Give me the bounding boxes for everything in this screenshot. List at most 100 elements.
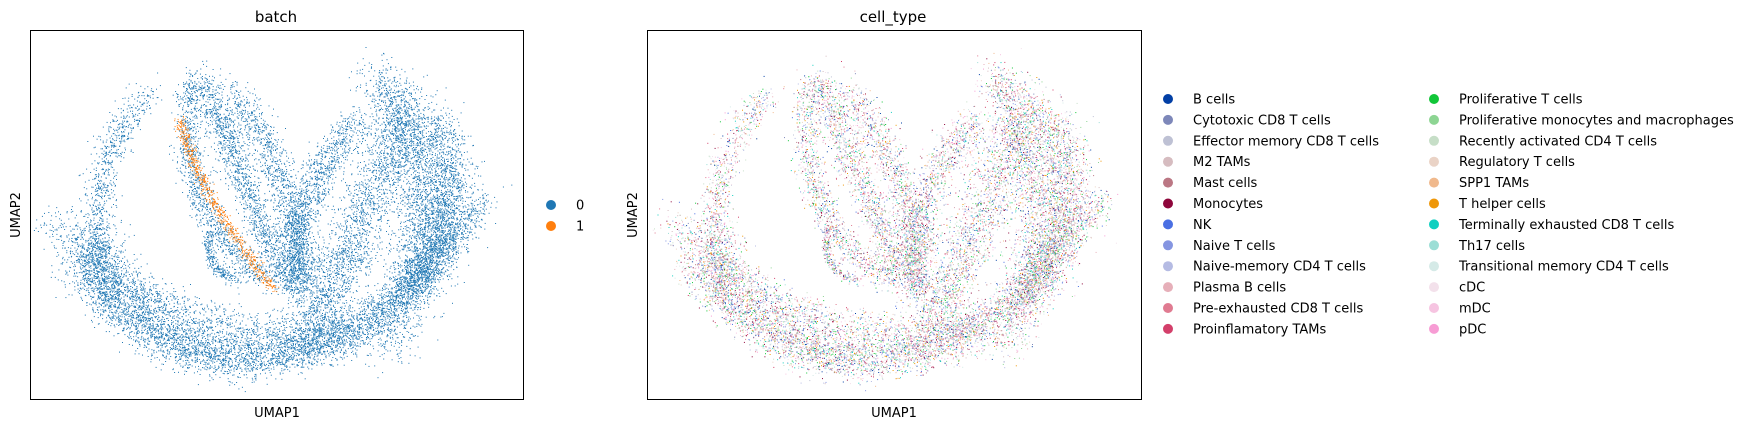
- scatter-point: [137, 259, 138, 260]
- scatter-point: [92, 278, 93, 279]
- scatter-point: [109, 151, 110, 152]
- scatter-point: [138, 120, 139, 121]
- scatter-point: [201, 304, 202, 305]
- scatter-point: [131, 303, 132, 304]
- scatter-point: [110, 264, 111, 265]
- scatter-point: [157, 347, 158, 348]
- scatter-point: [100, 228, 101, 229]
- scatter-point: [159, 329, 160, 330]
- scatter-point: [159, 321, 160, 322]
- scatter-point: [156, 342, 157, 343]
- scatter-point: [72, 206, 73, 207]
- scatter-point: [81, 232, 82, 233]
- scatter-point: [222, 331, 223, 332]
- scatter-point: [72, 295, 73, 296]
- scatter-point: [131, 138, 132, 139]
- scatter-point: [103, 173, 104, 174]
- scatter-point: [141, 321, 142, 322]
- scatter-point: [125, 287, 126, 288]
- scatter-point: [156, 310, 157, 311]
- scatter-point: [162, 347, 163, 348]
- scatter-point: [102, 198, 103, 199]
- scatter-point: [146, 326, 147, 327]
- scatter-point: [194, 343, 195, 344]
- scatter-point: [184, 350, 185, 351]
- scatter-point: [109, 268, 110, 269]
- scatter-point: [101, 249, 102, 250]
- scatter-point: [116, 274, 117, 275]
- scatter-point: [109, 215, 110, 216]
- scatter-point: [215, 337, 216, 338]
- scatter-point: [108, 129, 109, 130]
- scatter-point: [239, 360, 240, 361]
- scatter-point: [90, 220, 91, 221]
- scatter-point: [157, 298, 158, 299]
- scatter-point: [94, 147, 95, 148]
- scatter-point: [195, 355, 196, 356]
- scatter-point: [116, 250, 117, 251]
- scatter-point: [138, 273, 139, 274]
- scatter-point: [93, 220, 94, 221]
- scatter-point: [225, 350, 226, 351]
- scatter-point: [151, 90, 152, 91]
- scatter-point: [104, 288, 105, 289]
- scatter-point: [102, 227, 103, 228]
- scatter-point: [152, 328, 153, 329]
- scatter-point: [128, 278, 129, 279]
- scatter-point: [164, 357, 165, 358]
- scatter-point: [99, 262, 100, 263]
- scatter-point: [97, 227, 98, 228]
- scatter-point: [105, 244, 106, 245]
- scatter-point: [193, 345, 194, 346]
- scatter-point: [144, 110, 145, 111]
- scatter-point: [223, 345, 224, 346]
- scatter-point: [142, 312, 143, 313]
- scatter-point: [141, 288, 142, 289]
- scatter-point: [138, 123, 139, 124]
- scatter-point: [121, 283, 122, 284]
- scatter-point: [129, 305, 130, 306]
- scatter-point: [222, 333, 223, 334]
- scatter-point: [88, 276, 89, 277]
- scatter-point: [94, 259, 95, 260]
- scatter-point: [133, 152, 134, 153]
- scatter-point: [110, 126, 111, 127]
- scatter-point: [83, 216, 84, 217]
- scatter-point: [111, 167, 112, 168]
- scatter-point: [131, 325, 132, 326]
- scatter-point: [209, 360, 210, 361]
- scatter-point: [115, 316, 116, 317]
- scatter-point: [83, 173, 84, 174]
- scatter-point: [161, 329, 162, 330]
- scatter-point: [151, 306, 152, 307]
- scatter-point: [74, 264, 75, 265]
- scatter-point: [103, 242, 104, 243]
- scatter-point: [148, 315, 149, 316]
- scatter-point: [196, 360, 197, 361]
- scatter-point: [189, 345, 190, 346]
- scatter-point: [242, 334, 243, 335]
- scatter-point: [104, 292, 105, 293]
- scatter-point: [245, 343, 246, 344]
- scatter-point: [110, 180, 111, 181]
- scatter-point: [154, 336, 155, 337]
- scatter-point: [203, 356, 204, 357]
- scatter-point: [104, 250, 105, 251]
- scatter-point: [128, 266, 129, 267]
- scatter-point: [238, 388, 239, 389]
- scatter-point: [129, 84, 130, 85]
- scatter-point: [92, 307, 93, 308]
- scatter-point: [106, 281, 107, 282]
- scatter-point: [189, 338, 190, 339]
- scatter-point: [242, 349, 243, 350]
- scatter-point: [124, 234, 125, 235]
- scatter-point: [108, 126, 109, 127]
- scatter-point: [94, 234, 95, 235]
- scatter-point: [212, 327, 213, 328]
- scatter-point: [224, 371, 225, 372]
- scatter-point: [202, 323, 203, 324]
- scatter-point: [210, 334, 211, 335]
- scatter-point: [104, 233, 105, 234]
- scatter-point: [102, 242, 103, 243]
- scatter-point: [106, 289, 107, 290]
